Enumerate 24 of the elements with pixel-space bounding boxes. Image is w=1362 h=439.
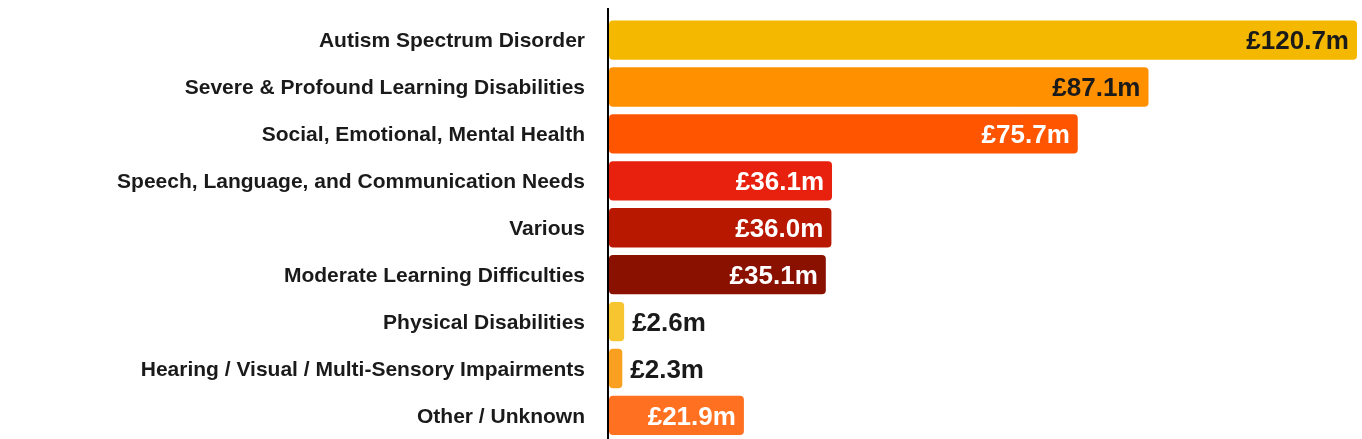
y-tick-label: Moderate Learning Difficulties [283, 263, 585, 287]
data-label: £21.9m [647, 400, 736, 431]
y-tick-label: Social, Emotional, Mental Health [261, 122, 585, 146]
data-label: £35.1m [729, 259, 818, 290]
y-tick-label: Physical Disabilities [383, 309, 585, 333]
y-tick-label: Autism Spectrum Disorder [318, 28, 585, 52]
y-tick-label: Hearing / Visual / Multi-Sensory Impairments [140, 356, 585, 380]
bar [609, 20, 1357, 60]
data-label: £36.1m [735, 165, 825, 196]
data-label: £2.6m [632, 306, 706, 337]
bar [609, 348, 623, 389]
data-label: £75.7m [981, 119, 1070, 150]
bar [609, 67, 1149, 107]
data-label: £2.3m [630, 353, 705, 384]
bar [609, 114, 1078, 154]
y-tick-label: Various [509, 216, 585, 240]
bar [609, 161, 833, 201]
y-tick-label: Severe & Profound Learning Disabilities [184, 75, 585, 99]
data-label: £120.7m [1246, 25, 1349, 56]
bar [609, 301, 625, 342]
y-tick-label: Other / Unknown [417, 403, 585, 427]
data-label: £36.0m [735, 212, 824, 243]
data-label: £87.1m [1052, 72, 1141, 103]
y-tick-label: Speech, Language, and Communication Needs [117, 169, 585, 193]
